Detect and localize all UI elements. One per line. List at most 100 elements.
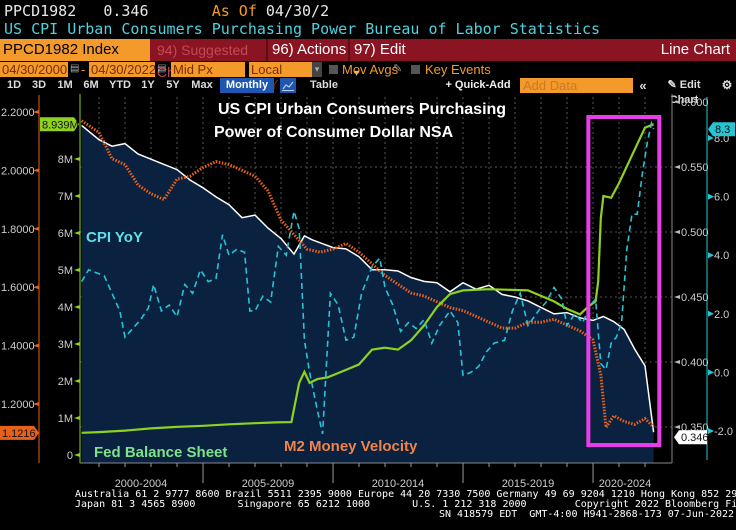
- tick-mark: [33, 402, 39, 406]
- tick-mark: [33, 226, 39, 231]
- tick-mark: [674, 165, 680, 169]
- period-1d[interactable]: 1D: [6, 79, 22, 91]
- tick-mark: [74, 194, 80, 198]
- highlight-box: [586, 115, 662, 447]
- tick-mark: [33, 285, 39, 290]
- tick-mark: [674, 230, 680, 234]
- tick-mark: [74, 305, 80, 309]
- annotation-fed-balance-sheet: Fed Balance Sheet: [94, 444, 227, 461]
- fed-balance-sheet-line: [81, 123, 654, 434]
- calendar-icon[interactable]: ▤: [157, 63, 167, 74]
- tick-label-m2-velocity: 1.4000: [1, 341, 35, 353]
- period-5y[interactable]: 5Y: [166, 79, 180, 91]
- chart-title-line1: US CPI Urban Consumers Purchasing: [218, 101, 506, 118]
- tick-mark: [74, 157, 80, 161]
- key-events-checkbox[interactable]: [411, 65, 420, 74]
- purchasing-power-area: [81, 125, 654, 464]
- tick-label-fed-balance-sheet: 4M: [58, 302, 73, 314]
- tick-label-fed-balance-sheet: 8M: [58, 154, 73, 166]
- x-tick-label: 2005-2009: [242, 478, 295, 490]
- tick-label-purchasing-power: 0.550: [681, 162, 709, 174]
- chart-type-label[interactable]: Line Chart: [660, 41, 730, 58]
- price-field-select[interactable]: Mid Px: [171, 62, 245, 77]
- collapse-icon[interactable]: «: [639, 78, 647, 93]
- period-3d[interactable]: 3D: [31, 79, 47, 91]
- period-ytd[interactable]: YTD: [109, 79, 131, 91]
- suggested-charts-button[interactable]: 94) Suggested Charts: [157, 42, 249, 80]
- line-chart-icon[interactable]: [280, 78, 296, 93]
- currency-select[interactable]: Local CCY: [249, 62, 312, 92]
- frequency-select[interactable]: Monthly ▼: [220, 78, 274, 106]
- tick-label-cpi-yoy: 6.0: [714, 192, 729, 204]
- tick-mark: [33, 110, 39, 114]
- tick-label-fed-balance-sheet: 1M: [58, 413, 73, 425]
- calendar-icon[interactable]: ▤: [70, 63, 80, 74]
- pencil-icon[interactable]: ✎: [393, 63, 403, 75]
- add-data-input[interactable]: Add Data: [520, 78, 633, 93]
- svg-text:8.3: 8.3: [715, 124, 730, 136]
- cpi-yoy-line: [80, 120, 655, 435]
- footer-contacts-2: Japan 81 3 4565 8900 Singapore 65 6212 1…: [75, 499, 736, 510]
- tick-mark: [74, 453, 80, 457]
- gear-icon[interactable]: ⚙: [721, 78, 733, 92]
- period-6m[interactable]: 6M: [83, 79, 99, 91]
- as-of-label: As Of: [211, 2, 257, 20]
- date-separator: -: [81, 62, 86, 77]
- x-tick-label: 2020-2024: [599, 478, 652, 490]
- period-1y[interactable]: 1Y: [141, 79, 155, 91]
- edit-label: 97) Edit: [354, 41, 406, 58]
- period-1m[interactable]: 1M: [57, 79, 73, 91]
- tick-mark: [708, 428, 714, 434]
- date-toolbar: 04/30/2000 ▤ - 04/30/2022 ▤ Mid Px Local…: [0, 62, 736, 92]
- ticker: PPCD1982: [4, 2, 77, 20]
- chevron-down-icon: ▾: [354, 68, 360, 79]
- end-date-input[interactable]: 04/30/2022: [89, 62, 157, 77]
- tick-mark: [74, 416, 80, 420]
- chevron-down-icon[interactable]: ▾: [312, 62, 322, 77]
- tick-mark: [674, 425, 680, 429]
- tick-mark: [674, 295, 680, 299]
- tick-mark: [33, 343, 39, 348]
- actions-menu[interactable]: 96) Actions ▾: [266, 39, 347, 79]
- tick-mark: [74, 342, 80, 346]
- tick-mark: [33, 168, 39, 173]
- mov-avgs-label: Mov Avgs: [342, 62, 399, 77]
- quick-add-button[interactable]: + Quick-Add ▾: [444, 78, 512, 105]
- x-tick-label: 2000-2004: [115, 478, 168, 490]
- axes: 0.6000.5500.5000.4500.4000.3508.06.04.02…: [0, 94, 735, 490]
- key-events-label: Key Events: [425, 62, 491, 77]
- tick-label-cpi-yoy: 4.0: [714, 250, 729, 262]
- chart-area: 0.6000.5500.5000.4500.4000.3508.06.04.02…: [0, 94, 735, 490]
- period-max[interactable]: Max: [191, 79, 213, 91]
- tick-mark: [674, 100, 680, 104]
- tick-label-m2-velocity: 1.8000: [1, 224, 35, 236]
- tick-label-m2-velocity: 1.6000: [1, 282, 35, 294]
- actions-label: 96) Actions: [272, 41, 347, 58]
- edit-menu[interactable]: 97) Edit ▾: [348, 39, 408, 79]
- purchasing-power-line: [81, 124, 655, 433]
- edit-chart-label: Edit Chart: [669, 79, 701, 106]
- tick-label-fed-balance-sheet: 3M: [58, 339, 73, 351]
- tick-mark: [708, 193, 714, 200]
- tick-label-cpi-yoy: 2.0: [714, 309, 729, 321]
- start-date-input[interactable]: 04/30/2000: [0, 62, 68, 77]
- tick-mark: [674, 360, 680, 364]
- table-button[interactable]: Table: [310, 79, 338, 91]
- flag-cpi-yoy: 8.3: [708, 122, 735, 137]
- tick-mark: [708, 310, 714, 317]
- header-line: PPCD1982 0.346 As Of 04/30/2: [4, 2, 329, 20]
- flag-fed-balance-sheet: 8.939M: [40, 117, 79, 132]
- footer-contacts-1: Australia 61 2 9777 8600 Brazil 5511 239…: [75, 489, 736, 500]
- edit-chart-button[interactable]: ✎ Edit Chart: [652, 78, 716, 106]
- tick-label-purchasing-power: 0.450: [681, 292, 709, 304]
- quick-add-label: + Quick-Add: [445, 79, 511, 91]
- tick-label-cpi-yoy: 0.0: [714, 367, 729, 379]
- footer-session-info: SN 418579 EDT GMT-4:00 H941-2868-173 07-…: [439, 509, 735, 520]
- chart-title-line2: Power of Consumer Dollar NSA: [214, 124, 454, 141]
- tick-mark: [708, 135, 714, 141]
- tick-label-m2-velocity: 2.0000: [1, 165, 35, 177]
- security-input[interactable]: PPCD1982 Index: [0, 39, 150, 61]
- svg-text:1.1216: 1.1216: [2, 428, 36, 440]
- as-of-date: 04/30/2: [265, 2, 330, 20]
- mov-avgs-checkbox[interactable]: [329, 65, 338, 74]
